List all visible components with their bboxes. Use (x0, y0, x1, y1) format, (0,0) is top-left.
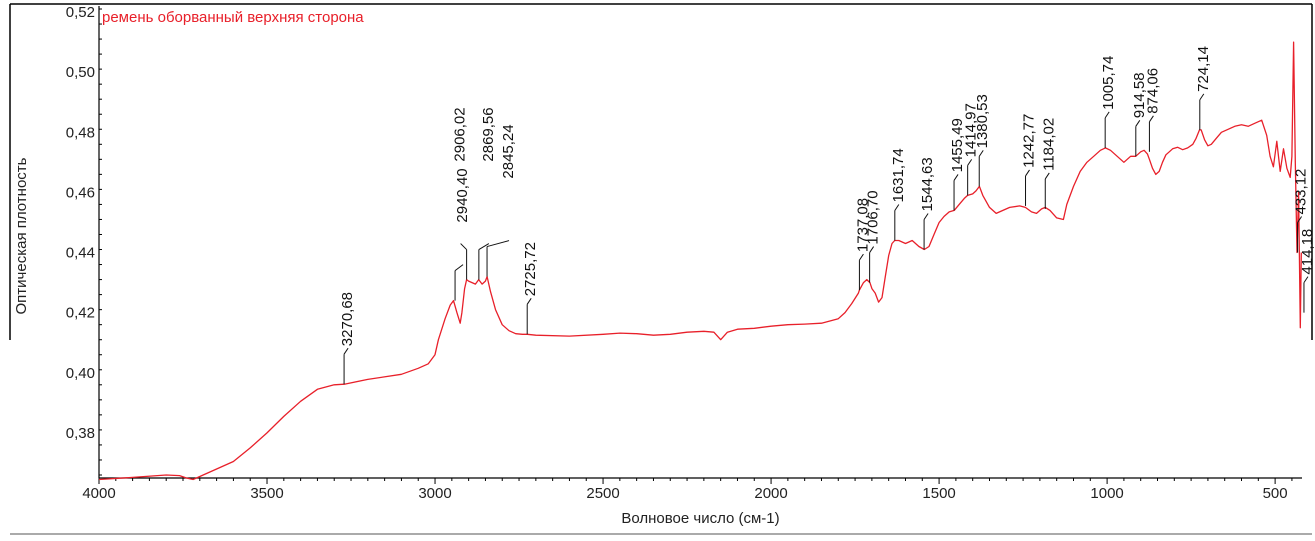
peak-leader (460, 243, 467, 250)
x-tick-label: 3500 (250, 485, 283, 502)
peak-label: 1544,63 (919, 157, 936, 211)
peak-leader (526, 298, 532, 305)
peak-label: 414,18 (1299, 229, 1315, 275)
y-tick-label: 0,48 (66, 124, 95, 141)
peak-leader (1199, 93, 1205, 101)
peak-label: 914,58 (1131, 72, 1148, 118)
y-tick-label: 0,50 (66, 64, 95, 81)
peak-label: 1005,74 (1100, 56, 1117, 110)
x-tick-label: 2500 (586, 485, 619, 502)
x-tick-label: 4000 (82, 485, 115, 502)
peak-leader (343, 347, 349, 355)
peak-label: 433,12 (1293, 169, 1310, 215)
y-tick-label: 0,46 (66, 184, 95, 201)
y-axis-title: Оптическая плотность (13, 157, 30, 314)
peak-label: 2906,02 (452, 107, 469, 161)
peak-leader (1104, 111, 1110, 119)
peak-leader (869, 246, 875, 253)
peak-leader (1044, 172, 1050, 180)
peak-label: 1414,97 (963, 103, 980, 157)
peak-leader (1149, 115, 1154, 123)
y-tick-label: 0,40 (66, 365, 95, 382)
peak-label: 1631,74 (890, 148, 907, 202)
peak-leader (859, 253, 864, 261)
y-tick-label: 0,44 (66, 245, 95, 262)
x-tick-label: 3000 (418, 485, 451, 502)
peak-leader (967, 159, 973, 166)
peak-leader (478, 243, 490, 251)
x-axis-title: Волновое число (см-1) (621, 510, 779, 527)
peak-leader (486, 240, 510, 248)
peak-leader (953, 174, 959, 181)
peak-label: 3270,68 (339, 292, 356, 346)
peak-label: 1184,02 (1040, 118, 1057, 171)
peak-label: 724,14 (1195, 46, 1212, 92)
peak-label: 2940,40 (454, 168, 471, 222)
peak-leader (1303, 276, 1309, 283)
peak-leader (1025, 169, 1030, 177)
peak-label: 2869,56 (480, 107, 497, 161)
peak-leader (1135, 120, 1141, 127)
peak-label: 1737,08 (854, 198, 871, 252)
peak-label: 874,06 (1144, 68, 1161, 114)
peak-leader (454, 264, 464, 272)
x-tick-label: 1500 (922, 485, 955, 502)
peak-label: 2725,72 (522, 242, 539, 296)
peak-label: 1380,53 (974, 94, 991, 148)
y-tick-label: 0,42 (66, 305, 95, 322)
series-line-0 (98, 41, 1302, 481)
x-tick-label: 2000 (754, 485, 787, 502)
y-tick-label: 0,52 (66, 4, 95, 21)
peak-leader (1297, 216, 1303, 223)
peak-leader (894, 204, 900, 211)
peak-label: 1706,70 (865, 190, 882, 244)
x-tick-label: 1000 (1090, 485, 1123, 502)
x-tick-label: 500 (1263, 485, 1288, 502)
peak-label: 1242,77 (1021, 114, 1038, 168)
peak-leader (978, 150, 984, 157)
y-tick-label: 0,38 (66, 425, 95, 442)
peak-leader (923, 213, 929, 220)
peak-label: 1455,49 (949, 118, 966, 172)
chart-title: ремень оборванный верхняя сторона (102, 9, 364, 26)
peak-label: 2845,24 (500, 124, 517, 178)
